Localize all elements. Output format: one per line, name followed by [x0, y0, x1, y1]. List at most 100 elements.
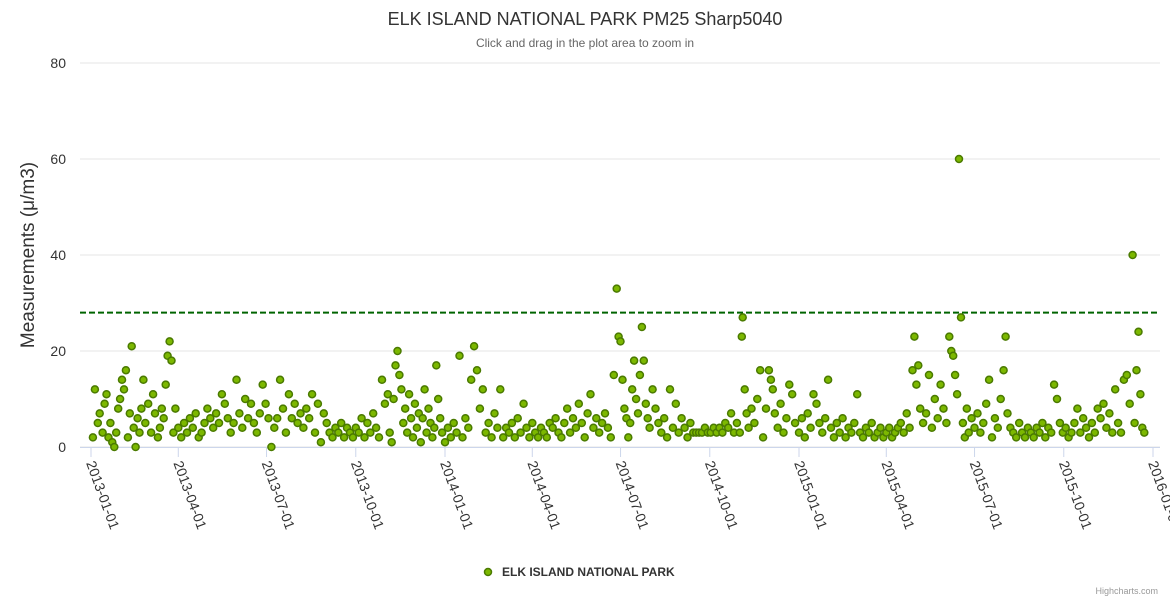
data-point[interactable] [592, 413, 601, 423]
data-point[interactable] [443, 423, 453, 433]
data-point[interactable] [1052, 394, 1062, 404]
data-point[interactable] [240, 394, 250, 404]
data-point[interactable] [680, 423, 689, 433]
data-point[interactable] [637, 322, 647, 332]
data-point[interactable] [902, 409, 911, 418]
data-point[interactable] [380, 399, 390, 409]
data-point[interactable] [571, 423, 581, 433]
data-point[interactable] [668, 423, 678, 433]
data-point[interactable] [990, 413, 1000, 423]
data-point[interactable] [208, 423, 218, 433]
data-point[interactable] [1020, 433, 1030, 442]
data-point[interactable] [496, 385, 505, 394]
data-point[interactable] [787, 389, 797, 399]
data-point[interactable] [125, 409, 135, 418]
data-point[interactable] [182, 428, 192, 437]
data-point[interactable] [970, 423, 979, 433]
data-point[interactable] [1076, 428, 1085, 437]
data-point[interactable] [577, 418, 587, 428]
data-point[interactable] [823, 375, 833, 385]
data-point[interactable] [794, 428, 804, 437]
data-point[interactable] [1108, 428, 1117, 437]
data-point[interactable] [927, 423, 937, 433]
data-point[interactable] [1055, 418, 1065, 428]
data-point[interactable] [336, 418, 346, 428]
data-point[interactable] [400, 404, 410, 413]
data-point[interactable] [272, 413, 282, 423]
data-point[interactable] [586, 389, 595, 399]
data-point[interactable] [1130, 418, 1139, 428]
data-point[interactable] [504, 428, 514, 437]
data-point[interactable] [404, 389, 414, 399]
data-point[interactable] [790, 418, 800, 428]
data-point[interactable] [334, 428, 343, 437]
data-point[interactable] [161, 380, 170, 389]
data-point[interactable] [686, 418, 695, 428]
data-point[interactable] [779, 428, 788, 437]
data-point[interactable] [1140, 428, 1149, 437]
data-point[interactable] [115, 394, 125, 404]
data-point[interactable] [437, 428, 447, 437]
data-point[interactable] [507, 418, 517, 428]
data-point[interactable] [424, 404, 433, 413]
data-point[interactable] [472, 365, 482, 375]
data-point[interactable] [513, 413, 522, 423]
data-point[interactable] [785, 380, 794, 389]
data-point[interactable] [267, 442, 276, 452]
data-point[interactable] [249, 418, 259, 428]
data-point[interactable] [624, 433, 633, 442]
data-point[interactable] [383, 389, 393, 399]
data-point[interactable] [129, 423, 138, 433]
data-point[interactable] [371, 423, 381, 433]
data-point[interactable] [797, 413, 807, 423]
data-point[interactable] [996, 394, 1005, 404]
data-point[interactable] [657, 428, 666, 437]
data-point[interactable] [1102, 423, 1111, 433]
data-point[interactable] [226, 428, 235, 437]
data-point[interactable] [1134, 327, 1143, 337]
data-point[interactable] [133, 413, 142, 423]
data-point[interactable] [95, 409, 104, 418]
data-point[interactable] [522, 423, 531, 433]
data-point[interactable] [498, 433, 508, 442]
data-point[interactable] [1128, 250, 1137, 260]
data-point[interactable] [776, 399, 785, 409]
data-point[interactable] [469, 341, 479, 351]
data-point[interactable] [1113, 418, 1123, 428]
data-point[interactable] [1096, 413, 1105, 423]
data-point[interactable] [461, 413, 470, 423]
data-point[interactable] [1081, 423, 1091, 433]
data-point[interactable] [188, 423, 198, 433]
data-point[interactable] [896, 418, 906, 428]
data-point[interactable] [1014, 418, 1024, 428]
data-point[interactable] [800, 433, 810, 442]
data-point[interactable] [627, 385, 637, 394]
data-point[interactable] [945, 332, 954, 341]
data-point[interactable] [176, 433, 186, 442]
data-point[interactable] [106, 418, 115, 428]
data-point[interactable] [110, 442, 119, 452]
data-point[interactable] [307, 389, 317, 399]
data-point[interactable] [674, 428, 683, 437]
data-point[interactable] [246, 399, 256, 409]
data-point[interactable] [612, 284, 621, 293]
data-point[interactable] [360, 433, 369, 442]
data-point[interactable] [111, 428, 121, 437]
data-point[interactable] [738, 313, 747, 322]
data-point[interactable] [519, 399, 528, 409]
data-point[interactable] [252, 428, 262, 437]
data-point[interactable] [782, 413, 791, 423]
data-point[interactable] [484, 418, 493, 428]
data-point[interactable] [973, 409, 982, 418]
data-point[interactable] [88, 433, 98, 442]
data-point[interactable] [525, 433, 534, 442]
data-point[interactable] [270, 423, 279, 433]
data-point[interactable] [908, 365, 917, 375]
data-point[interactable] [296, 409, 305, 418]
data-point[interactable] [639, 356, 649, 365]
data-point[interactable] [551, 413, 560, 423]
data-point[interactable] [812, 399, 821, 409]
data-point[interactable] [391, 361, 400, 370]
data-point[interactable] [912, 380, 921, 389]
